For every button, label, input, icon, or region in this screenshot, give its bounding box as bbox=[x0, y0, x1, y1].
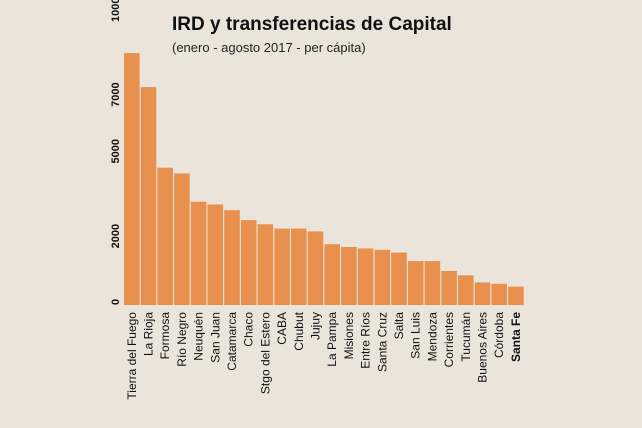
bar bbox=[391, 252, 407, 305]
x-tick-label: Río Negro bbox=[175, 312, 189, 367]
x-tick-label: Chaco bbox=[242, 312, 256, 347]
x-tick-label: Tucumán bbox=[459, 312, 473, 362]
x-tick-label: Misiones bbox=[342, 312, 356, 359]
bar bbox=[307, 231, 324, 305]
x-tick-label: La Pampa bbox=[325, 312, 339, 367]
x-tick-label: Formosa bbox=[158, 312, 172, 360]
chart-title: IRD y transferencias de Capital bbox=[172, 14, 452, 35]
chart-subtitle: (enero - agosto 2017 - per cápita) bbox=[172, 40, 366, 55]
bar bbox=[240, 220, 257, 305]
bar bbox=[508, 286, 524, 305]
bar bbox=[474, 282, 491, 305]
bar bbox=[207, 204, 224, 305]
x-tick-label: San Luis bbox=[409, 312, 423, 359]
x-tick-label: Buenos Aires bbox=[476, 312, 490, 383]
bar bbox=[357, 248, 374, 305]
bar bbox=[224, 210, 240, 305]
x-tick-label: Santa Cruz bbox=[375, 312, 389, 372]
bar bbox=[458, 275, 474, 305]
bar bbox=[341, 247, 357, 305]
x-tick-label: Mendoza bbox=[425, 312, 439, 362]
bar bbox=[174, 173, 190, 305]
y-tick-label: 0 bbox=[110, 299, 122, 305]
x-tick-label: Salta bbox=[392, 312, 406, 340]
x-tick-label: Catamarca bbox=[225, 312, 239, 371]
bar bbox=[257, 224, 274, 305]
x-tick-label: Jujuy bbox=[309, 312, 323, 340]
bar bbox=[407, 261, 424, 305]
y-tick-label: 7000 bbox=[110, 82, 122, 106]
x-tick-label: Neuquén bbox=[192, 312, 206, 361]
bar bbox=[374, 249, 391, 305]
bar bbox=[291, 228, 307, 305]
x-tick-label: Córdoba bbox=[492, 312, 506, 358]
x-tick-label: Santa Fe bbox=[509, 312, 523, 362]
bar bbox=[124, 53, 140, 305]
bar bbox=[190, 201, 207, 305]
bar bbox=[157, 167, 173, 305]
bar bbox=[140, 87, 157, 305]
bar bbox=[441, 271, 457, 305]
x-tick-label: Corrientes bbox=[442, 312, 456, 367]
x-tick-label: Stgo del Estero bbox=[258, 312, 272, 394]
x-tick-label: Chubut bbox=[292, 311, 306, 350]
y-tick-label: 10000 bbox=[110, 0, 122, 22]
x-tick-label: CABA bbox=[275, 312, 289, 345]
x-tick-label: La Rioja bbox=[142, 312, 156, 356]
bar bbox=[491, 283, 507, 305]
x-tick-label: San Juan bbox=[208, 312, 222, 363]
bar bbox=[424, 261, 441, 305]
y-tick-label: 5000 bbox=[110, 139, 122, 163]
x-tick-label: Tierra del Fuego bbox=[125, 312, 139, 400]
x-tick-label: Entre Ríos bbox=[359, 312, 373, 369]
bar bbox=[324, 244, 340, 305]
bar bbox=[274, 228, 290, 305]
y-tick-label: 2000 bbox=[110, 224, 122, 248]
